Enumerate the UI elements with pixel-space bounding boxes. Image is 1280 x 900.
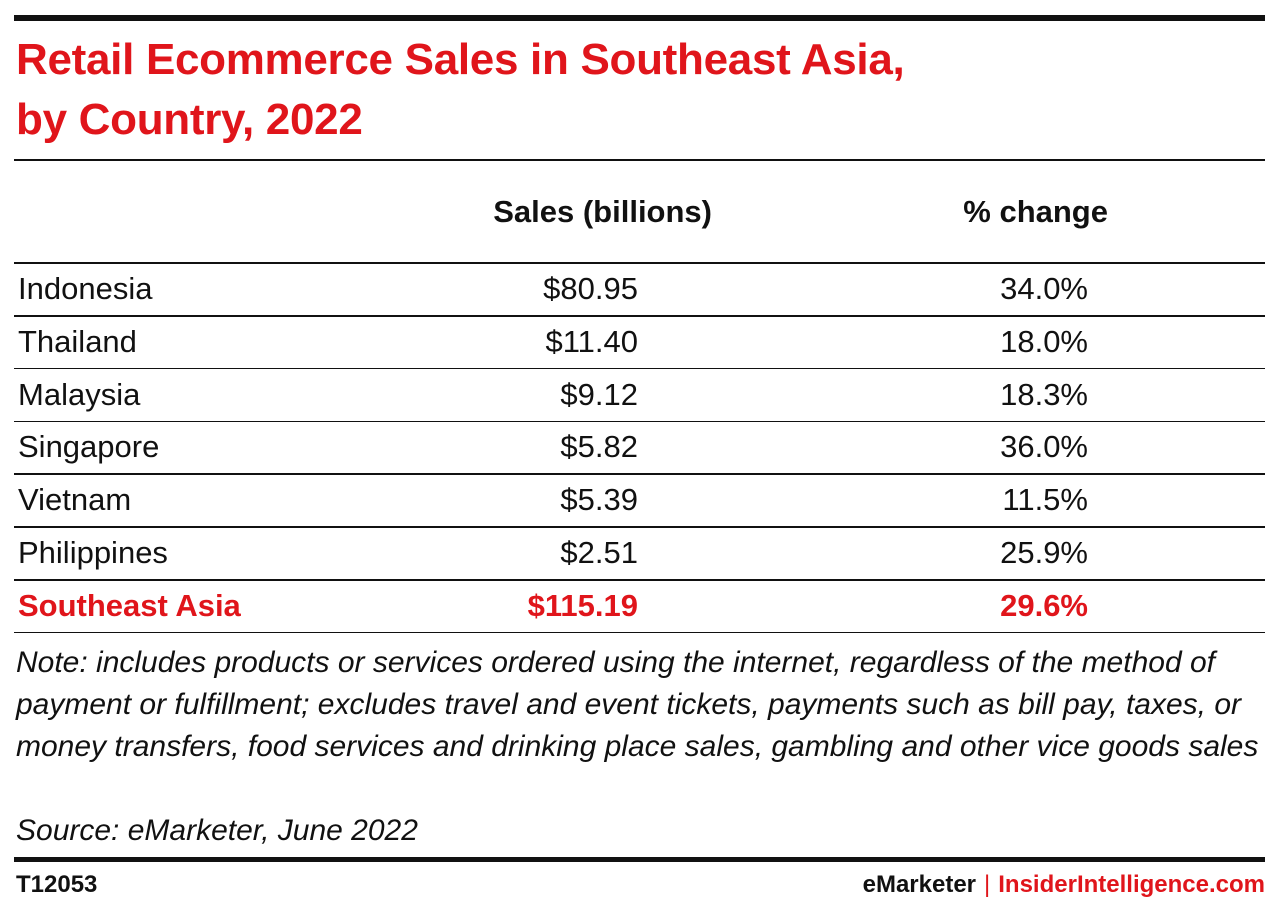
brand-insider-intelligence: InsiderIntelligence.com xyxy=(998,871,1265,898)
row-sales: $5.39 xyxy=(560,482,638,518)
row-country: Singapore xyxy=(18,429,160,465)
row-change: 18.3% xyxy=(1000,376,1088,412)
row-divider xyxy=(14,473,1265,475)
row-sales: $11.40 xyxy=(545,323,638,359)
row-country: Thailand xyxy=(18,323,137,359)
title-divider xyxy=(14,159,1265,161)
row-change: 36.0% xyxy=(1000,429,1088,465)
table-row: Indonesia $80.95 34.0% xyxy=(14,263,1265,315)
row-change: 18.0% xyxy=(1000,323,1088,359)
row-sales: $115.19 xyxy=(527,587,638,623)
chart-card: Retail Ecommerce Sales in Southeast Asia… xyxy=(14,0,1265,899)
chart-title-line-2: by Country, 2022 xyxy=(16,95,363,144)
row-change: 11.5% xyxy=(1002,482,1088,518)
footer-brand: eMarketer | InsiderIntelligence.com xyxy=(863,870,1265,900)
table-row: Singapore $5.82 36.0% xyxy=(14,421,1265,473)
column-header-sales: Sales (billions) xyxy=(493,194,712,229)
table-row: Malaysia $9.12 18.3% xyxy=(14,369,1265,421)
table-row: Thailand $11.40 18.0% xyxy=(14,316,1265,368)
column-header-change: % change xyxy=(963,194,1108,229)
row-country: Vietnam xyxy=(18,482,132,518)
brand-separator: | xyxy=(984,871,991,898)
row-change: 34.0% xyxy=(1000,271,1088,306)
row-divider xyxy=(14,579,1265,581)
row-divider xyxy=(14,367,1265,370)
row-divider xyxy=(14,526,1265,528)
chart-title: Retail Ecommerce Sales in Southeast Asia… xyxy=(16,30,905,150)
table-row: Philippines $2.51 25.9% xyxy=(14,527,1265,579)
table-row-total: Southeast Asia $115.19 29.6% xyxy=(14,580,1265,632)
row-sales: $2.51 xyxy=(560,535,638,570)
row-country: Malaysia xyxy=(18,376,141,412)
chart-source: Source: eMarketer, June 2022 xyxy=(16,814,418,847)
chart-title-line-1: Retail Ecommerce Sales in Southeast Asia… xyxy=(16,35,905,84)
row-country: Indonesia xyxy=(18,271,153,306)
brand-emarketer: eMarketer xyxy=(862,871,977,898)
bottom-rule xyxy=(14,857,1265,862)
chart-note: Note: includes products or services orde… xyxy=(16,646,1259,763)
table-row: Vietnam $5.39 11.5% xyxy=(14,474,1265,526)
row-sales: $9.12 xyxy=(560,376,638,412)
row-country: Southeast Asia xyxy=(18,587,241,623)
row-divider xyxy=(14,420,1265,423)
row-divider xyxy=(14,315,1265,317)
row-change: 29.6% xyxy=(1000,587,1088,623)
chart-id: T12053 xyxy=(16,871,98,898)
row-country: Philippines xyxy=(18,535,168,570)
top-rule xyxy=(14,15,1265,21)
row-sales: $80.95 xyxy=(543,271,638,306)
header-divider xyxy=(14,262,1265,264)
table-end-divider xyxy=(14,631,1265,634)
row-change: 25.9% xyxy=(1000,535,1088,570)
row-sales: $5.82 xyxy=(560,429,638,465)
